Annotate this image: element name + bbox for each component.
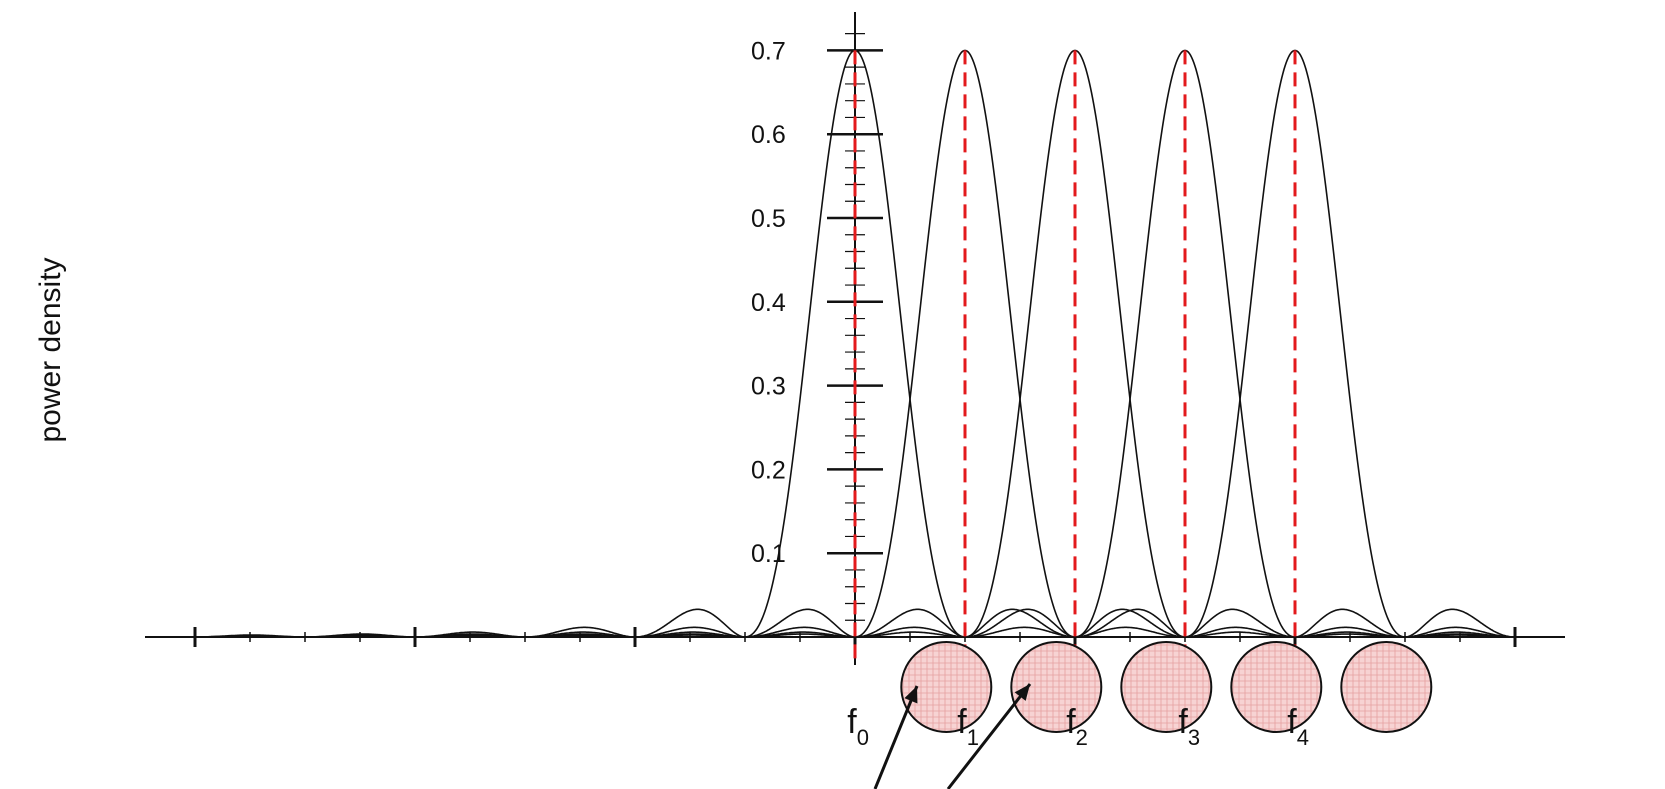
y-axis-title: power density: [34, 257, 67, 442]
subcarrier-circle-3: [1230, 641, 1323, 733]
subcarrier-circle-2: [1120, 641, 1213, 733]
subcarrier-label-0: f0: [847, 703, 869, 750]
subcarrier-circle-4: [1340, 641, 1433, 733]
subcarrier-markers: f0 f1 f2 f3 f4: [847, 641, 1433, 789]
subcarrier-label-2: f2: [1066, 703, 1088, 750]
y-tick-label: 0.1: [751, 540, 786, 568]
y-tick-label: 0.3: [751, 373, 786, 401]
y-tick-labels: 0.1 0.2 0.3 0.4 0.5 0.6 0.7: [751, 37, 786, 568]
arrow-f0: [873, 685, 919, 789]
y-tick-label: 0.5: [751, 205, 786, 233]
subcarrier-label-4: f4: [1287, 703, 1309, 750]
y-tick-label: 0.2: [751, 456, 786, 484]
peak-markers: [853, 50, 1297, 663]
arrow-f1-head: [1014, 684, 1030, 701]
subcarrier-label-1: f1: [957, 703, 979, 750]
subcarrier-circle-1: [1010, 641, 1103, 733]
subcarrier-circle-0: [900, 641, 993, 733]
subcarrier-label-3: f3: [1178, 703, 1200, 750]
arrow-f1: [946, 683, 1032, 789]
y-tick-label: 0.6: [751, 121, 786, 149]
y-tick-label: 0.7: [751, 37, 786, 65]
arrow-f0-head: [904, 686, 918, 704]
y-tick-label: 0.4: [751, 289, 786, 317]
